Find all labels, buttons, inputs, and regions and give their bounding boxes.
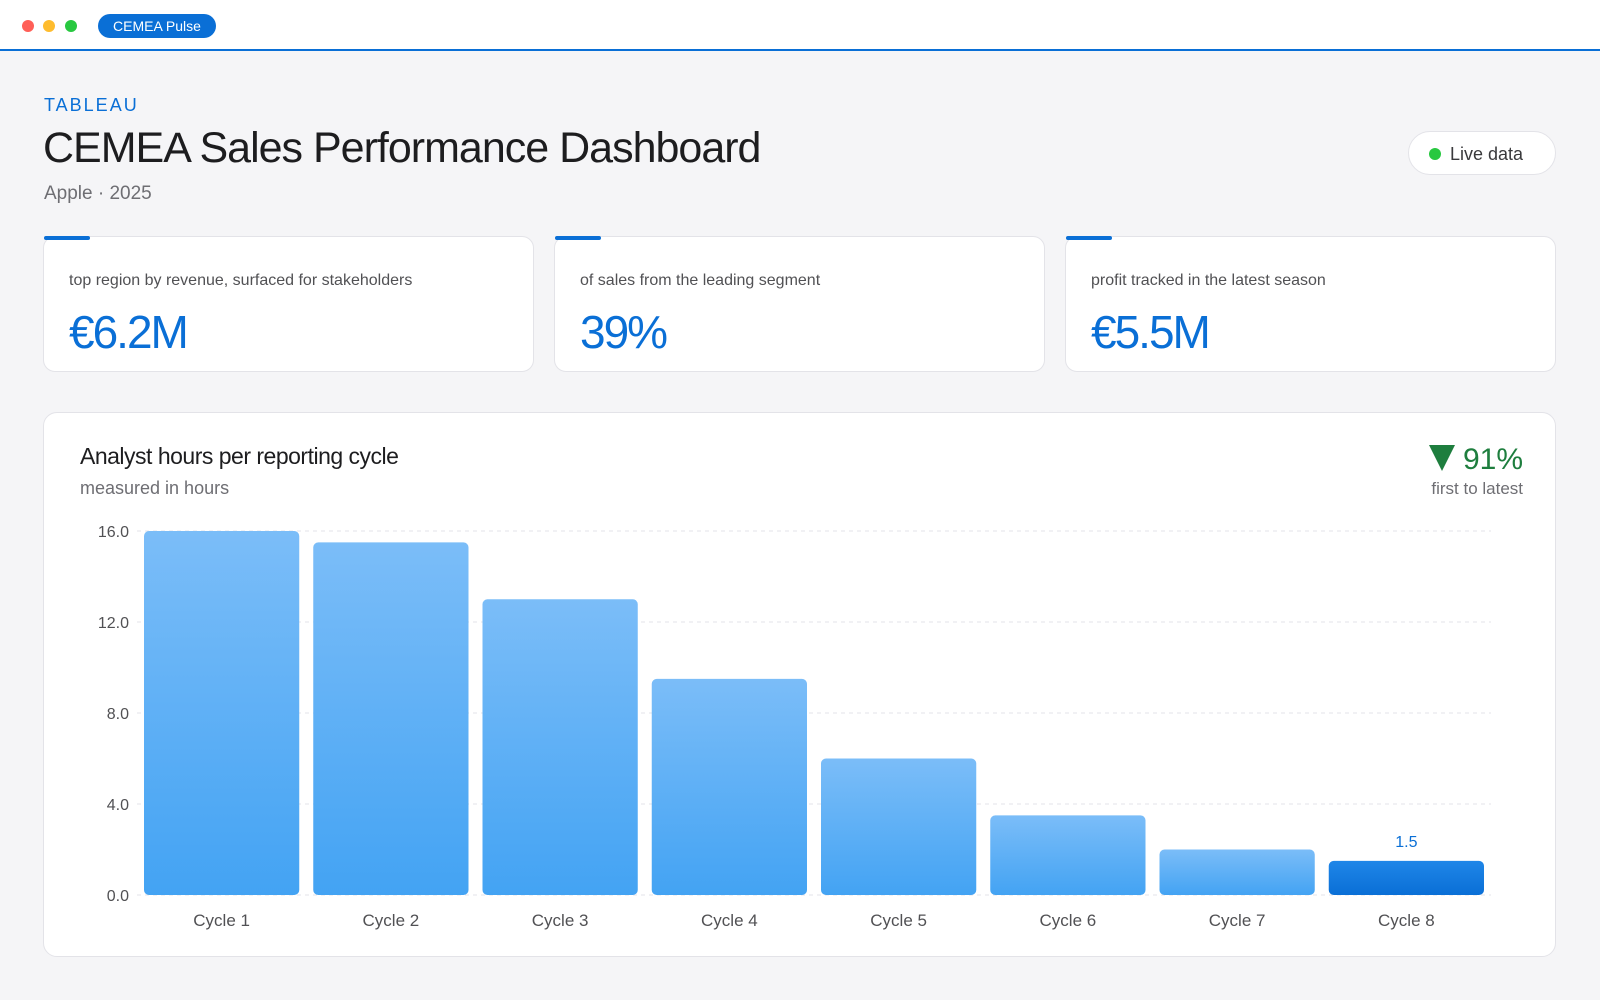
chart-subtitle: measured in hours [80,478,230,498]
x-category-label: Cycle 4 [701,911,758,930]
kpi-accent-bar [1066,236,1112,240]
bar-cycle-1[interactable] [144,531,300,895]
product-eyebrow: TABLEAU [44,95,139,115]
kpi-accent-bar [44,236,90,240]
title-bar: CEMEA Pulse [0,0,1600,51]
x-category-label: Cycle 8 [1378,911,1435,930]
page-subtitle: Apple · 2025 [44,183,152,204]
close-window-button[interactable] [22,20,34,32]
kpi-card-leading-segment[interactable]: of sales from the leading segment 39% [554,236,1045,372]
app-name-badge[interactable]: CEMEA Pulse [98,14,216,38]
page-title: CEMEA Sales Performance Dashboard [43,124,761,172]
maximize-window-button[interactable] [65,20,77,32]
kpi-value: 39% [580,306,668,358]
x-category-label: Cycle 2 [363,911,420,930]
kpi-value: €6.2M [69,306,189,358]
y-tick-label: 16.0 [98,524,129,541]
kpi-label: profit tracked in the latest season [1091,272,1326,289]
bar-chart: 0.0 4.0 8.0 12.0 16.0 Cycle 1 Cycle 2 Cycle 3 Cy… [98,524,1491,930]
y-tick-label: 4.0 [107,797,129,814]
chart-title: Analyst hours per reporting cycle [80,443,399,469]
bar-cycle-4[interactable] [651,678,807,895]
x-category-label: Cycle 6 [1040,911,1097,930]
chart-card: Analyst hours per reporting cycle measur… [43,412,1556,957]
bar-data-label: 1.5 [1395,834,1417,851]
live-status-dot-icon [1429,148,1441,160]
kpi-label: top region by revenue, surfaced for stak… [69,272,413,289]
kpi-card-latest-profit[interactable]: profit tracked in the latest season €5.5… [1065,236,1556,372]
kpi-card-top-region[interactable]: top region by revenue, surfaced for stak… [43,236,534,372]
bar-cycle-5[interactable] [821,758,977,896]
x-category-label: Cycle 7 [1209,911,1266,930]
y-tick-label: 8.0 [107,706,129,723]
minimize-window-button[interactable] [43,20,55,32]
bar-cycle-2[interactable] [313,542,469,895]
delta-value: 91% [1462,443,1523,476]
bar-cycle-8[interactable] [1328,860,1484,895]
delta-indicator: 91% first to latest [1428,443,1523,499]
y-tick-label: 0.0 [107,888,129,905]
kpi-value: €5.5M [1091,306,1211,358]
bar-cycle-7[interactable] [1159,849,1315,896]
kpi-label: of sales from the leading segment [580,272,821,289]
x-category-label: Cycle 3 [532,911,589,930]
live-data-label: Live data [1450,144,1524,164]
live-data-badge[interactable]: Live data [1408,131,1556,175]
y-tick-label: 12.0 [98,615,129,632]
delta-caption: first to latest [1431,479,1523,498]
x-category-label: Cycle 1 [193,911,250,930]
x-category-label: Cycle 5 [870,911,927,930]
triangle-down-icon [1428,445,1455,471]
bar-cycle-3[interactable] [482,599,638,895]
bar-cycle-6[interactable] [990,815,1146,895]
kpi-accent-bar [555,236,601,240]
